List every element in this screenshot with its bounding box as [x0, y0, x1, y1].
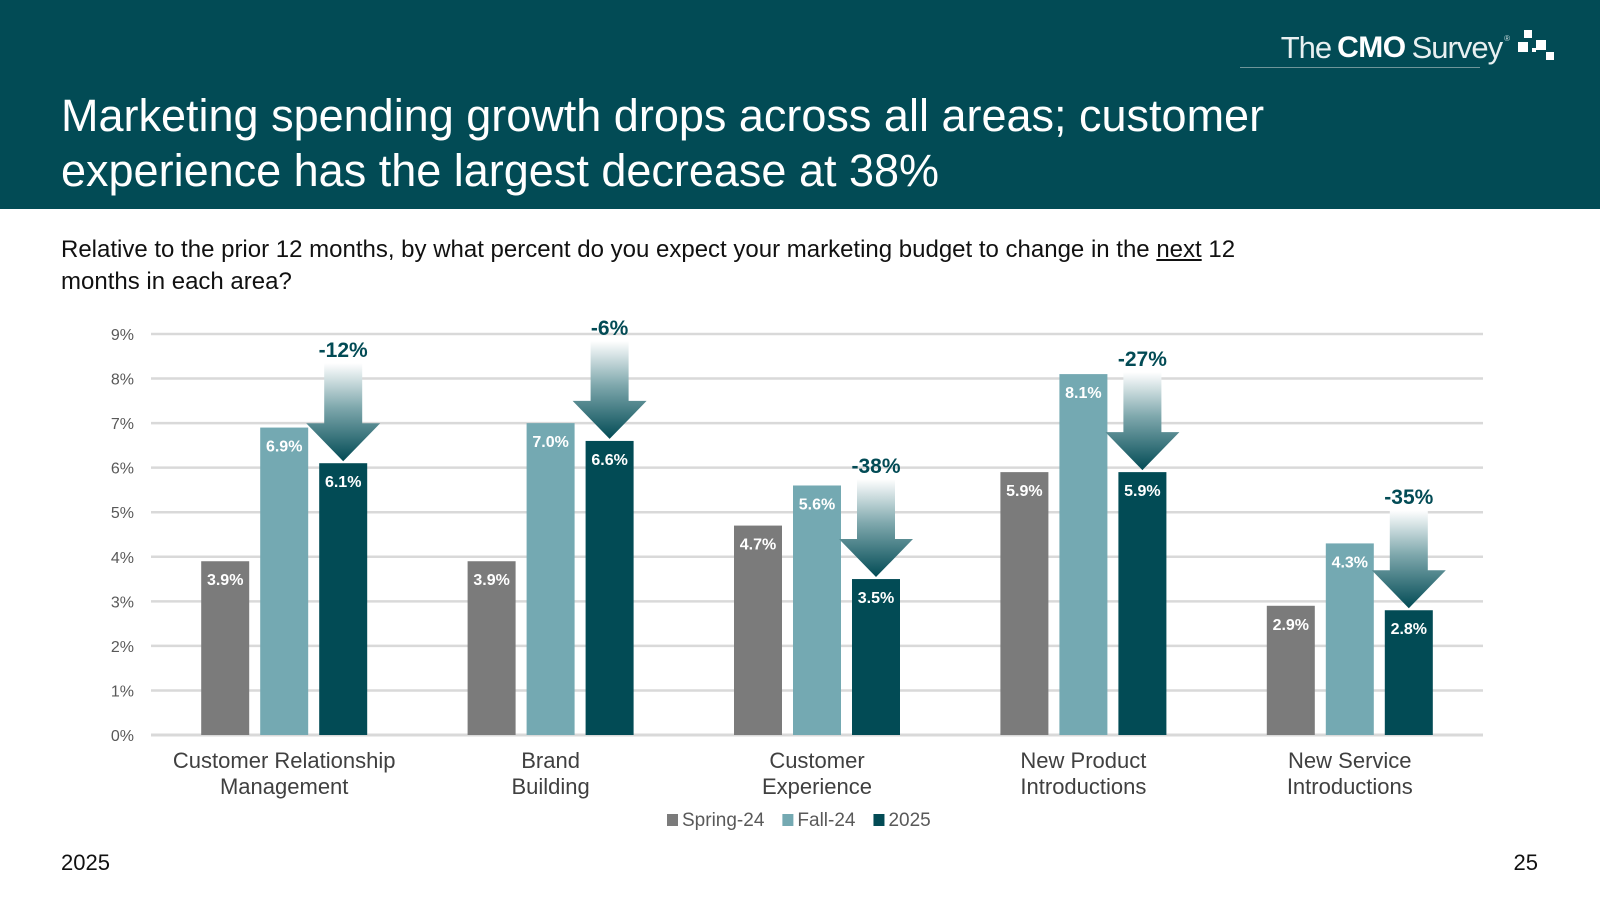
logo-survey: Survey	[1411, 30, 1503, 65]
logo-registered-mark: ®	[1504, 33, 1510, 43]
y-tick-label: 9%	[111, 327, 134, 344]
change-label: -27%	[1118, 348, 1167, 371]
y-axis-ticks: 0% 1% 2% 3% 4% 5% 6% 7% 8% 9%	[111, 327, 134, 745]
data-label: 4.7%	[740, 537, 776, 554]
data-label: 8.1%	[1065, 385, 1101, 402]
data-label: 7.0%	[532, 434, 568, 451]
data-label: 2.8%	[1391, 621, 1427, 638]
x-category-label: New Product	[1020, 748, 1146, 773]
legend-label: 2025	[888, 810, 930, 831]
bar-fall-24	[526, 423, 575, 735]
y-tick-label: 4%	[111, 550, 134, 567]
footer-year: 2025	[61, 850, 110, 875]
data-labels: 3.9% 6.9% 6.1% 3.9% 7.0% 6.6% 4.7% 5.6% 3.5% 5.9%…	[207, 385, 1427, 638]
logo-underline	[1240, 67, 1480, 68]
bar-spring-24	[201, 561, 250, 735]
y-tick-label: 7%	[111, 416, 134, 433]
change-label: -6%	[591, 317, 629, 340]
y-tick-label: 0%	[111, 728, 134, 745]
data-label: 6.9%	[266, 439, 302, 456]
x-category-label: New Service	[1288, 748, 1411, 773]
data-label: 3.5%	[858, 590, 894, 607]
logo-the: The	[1280, 30, 1332, 65]
bar-fall-24	[793, 485, 841, 735]
change-label: -38%	[851, 455, 900, 478]
change-label: -35%	[1384, 486, 1433, 509]
bar-spring-24	[1266, 605, 1315, 735]
data-label: 6.6%	[591, 452, 627, 469]
down-arrow-icon	[1371, 510, 1446, 609]
question-text-underlined: next	[1156, 236, 1202, 263]
legend-swatch	[873, 814, 885, 826]
bar-spring-24	[467, 561, 516, 735]
bar-fall-24	[260, 427, 309, 735]
down-arrow-icon	[572, 340, 647, 439]
down-arrow-icon	[1105, 372, 1180, 471]
x-category-label: Customer Relationship	[173, 748, 396, 773]
bar-2025	[852, 579, 900, 735]
survey-question: Relative to the prior 12 months, by what…	[61, 234, 1261, 298]
down-arrow-icon	[839, 479, 913, 578]
bar-spring-24	[734, 525, 782, 735]
page-title: Marketing spending growth drops across a…	[61, 90, 1265, 196]
x-category-label: Experience	[762, 774, 872, 799]
change-arrows: -12% -6% -38% -27% -35%	[306, 317, 1446, 609]
x-category-label: Customer	[769, 748, 864, 773]
data-label: 5.9%	[1006, 483, 1042, 500]
down-arrow-icon	[306, 363, 381, 462]
x-category-label: Building	[511, 774, 589, 799]
bar-2025	[585, 440, 634, 735]
bar-spring-24	[1000, 472, 1049, 735]
question-text-before: Relative to the prior 12 months, by what…	[61, 236, 1157, 263]
bars	[201, 374, 1433, 735]
bar-2025	[319, 463, 368, 735]
bar-fall-24	[1059, 374, 1108, 735]
x-category-label: Brand	[521, 748, 580, 773]
cmo-survey-logo: The CMO Survey ®	[1281, 26, 1558, 70]
data-label: 4.3%	[1332, 554, 1368, 571]
bar-2025	[1118, 472, 1167, 735]
legend-swatch	[782, 814, 794, 826]
legend-label: Fall-24	[797, 810, 856, 831]
y-tick-label: 6%	[111, 461, 134, 478]
y-tick-label: 5%	[111, 505, 134, 522]
x-category-label: Management	[220, 774, 348, 799]
x-category-label: Introductions	[1020, 774, 1146, 799]
change-label: -12%	[319, 339, 368, 362]
y-tick-label: 8%	[111, 372, 134, 389]
data-label: 6.1%	[325, 474, 361, 491]
logo-dots-icon	[1518, 28, 1558, 68]
legend: Spring-24 Fall-24 2025	[667, 810, 931, 831]
question-text-after: 12 months in each area?	[61, 236, 1236, 295]
data-label: 3.9%	[473, 572, 509, 589]
y-tick-label: 2%	[111, 639, 134, 656]
data-label: 3.9%	[207, 572, 243, 589]
header-banner: The CMO Survey ® Marketing spending grow…	[0, 0, 1600, 209]
page-number: 25	[1513, 850, 1538, 875]
y-tick-label: 3%	[111, 594, 134, 611]
legend-label: Spring-24	[682, 810, 765, 831]
y-tick-label: 1%	[111, 683, 134, 700]
bar-2025	[1384, 610, 1433, 735]
bar-fall-24	[1325, 543, 1374, 735]
x-category-label: Introductions	[1287, 774, 1413, 799]
legend-swatch	[667, 814, 678, 826]
data-label: 5.9%	[1124, 483, 1160, 500]
data-label: 2.9%	[1273, 617, 1309, 634]
logo-cmo: CMO	[1337, 31, 1406, 64]
data-label: 5.6%	[799, 496, 835, 513]
